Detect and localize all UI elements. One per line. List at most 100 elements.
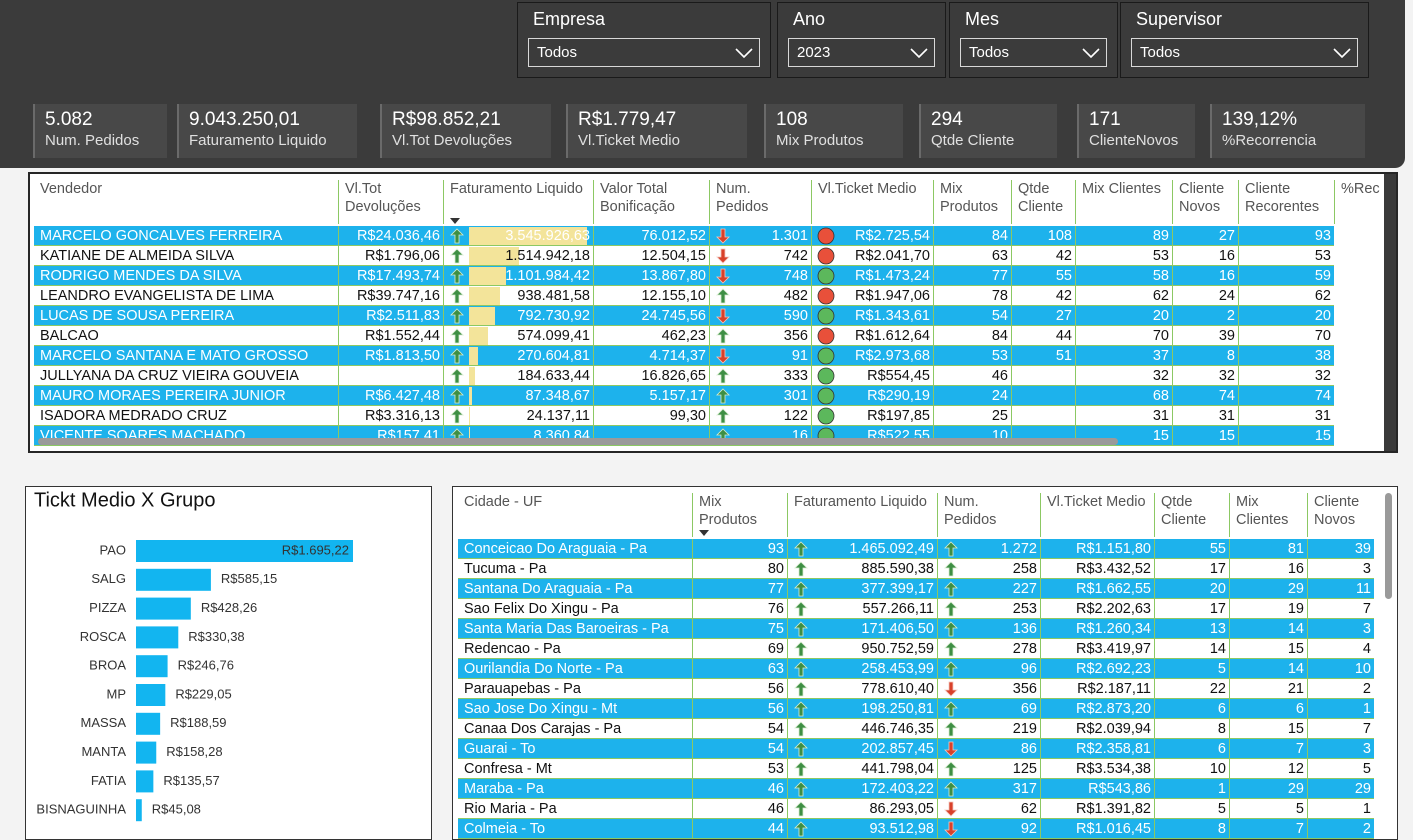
kpi-card: 5.082Num. Pedidos <box>33 104 167 158</box>
cell-border <box>1238 366 1239 386</box>
cell-border <box>811 366 812 386</box>
table-cell: 16.826,65 <box>597 366 706 386</box>
table-cell: 75 <box>696 619 784 639</box>
table-cell: 1.272 <box>963 539 1037 559</box>
table-cell: 3 <box>1311 559 1371 579</box>
cell-border <box>933 226 934 246</box>
table-cell: 8 <box>1158 719 1226 739</box>
arrow-shape <box>795 682 807 696</box>
cell-border <box>937 579 938 599</box>
cell-border <box>1238 426 1239 446</box>
table-cell: 58 <box>1079 266 1169 286</box>
table-cell: 317 <box>963 779 1037 799</box>
cell-border <box>338 386 339 406</box>
table-cell: 356 <box>963 679 1037 699</box>
kpi-card: 171ClienteNovos <box>1077 104 1195 158</box>
arrow-shape <box>451 409 463 423</box>
cell-border <box>1040 759 1041 779</box>
trend-up-icon <box>450 228 464 244</box>
status-circle <box>818 348 834 364</box>
trend-up-icon <box>794 601 808 617</box>
cell-border <box>1040 659 1041 679</box>
filter-value: Todos <box>537 44 577 61</box>
arrow-shape <box>795 742 807 756</box>
table-cell: 1.101.984,42 <box>469 266 590 286</box>
cell-border <box>1011 366 1012 386</box>
trend-up-icon <box>450 308 464 324</box>
arrow-shape <box>945 622 957 636</box>
cell-border <box>443 226 444 246</box>
column-header: Qtde Cliente <box>1011 180 1075 224</box>
table-cell: 10 <box>1311 659 1371 679</box>
arrow-shape <box>945 822 957 836</box>
trend-up-icon <box>944 541 958 557</box>
cell-border <box>1307 659 1308 679</box>
kpi-value: 5.082 <box>45 109 93 131</box>
trend-up-icon <box>794 541 808 557</box>
table-cell: R$24.036,46 <box>342 226 440 246</box>
filter-dropdown[interactable]: Todos <box>1131 38 1358 67</box>
cell-border <box>443 346 444 366</box>
cell-border <box>1172 366 1173 386</box>
status-icon <box>817 347 835 365</box>
kpi-value: 294 <box>931 109 963 131</box>
cell-border <box>1075 386 1076 406</box>
table-cell: 21 <box>1233 679 1304 699</box>
table-cell: R$2.039,94 <box>1044 719 1151 739</box>
trend-up-icon <box>450 348 464 364</box>
cell-border <box>1075 286 1076 306</box>
arrow-shape <box>451 269 463 283</box>
cell-border <box>692 599 693 619</box>
table-cell: 68 <box>1079 386 1169 406</box>
trend-up-icon <box>944 761 958 777</box>
cell-border <box>937 799 938 819</box>
cell-border <box>692 759 693 779</box>
table-cell: 219 <box>963 719 1037 739</box>
column-header: Vl.Tot Devoluções <box>338 180 443 224</box>
filter-dropdown[interactable]: 2023 <box>788 38 935 67</box>
table-cell: R$1.813,50 <box>342 346 440 366</box>
table-cell: 53 <box>696 759 784 779</box>
table-cell: 5 <box>1311 759 1371 779</box>
filter-dropdown[interactable]: Todos <box>528 38 760 67</box>
trend-down-icon <box>716 268 730 284</box>
table-cell: 202.857,45 <box>813 739 934 759</box>
kpi-label: Qtde Cliente <box>931 132 1014 149</box>
column-header: Mix Produtos <box>933 180 1011 224</box>
bar <box>136 569 211 591</box>
bar <box>136 799 142 821</box>
cell-border <box>443 326 444 346</box>
table-cell: R$2.692,23 <box>1044 659 1151 679</box>
table-cell: R$3.432,52 <box>1044 559 1151 579</box>
cell-border <box>1172 246 1173 266</box>
table-cell: 42 <box>1015 246 1072 266</box>
cell-border <box>933 386 934 406</box>
table-cell: 84 <box>937 226 1008 246</box>
table-cell: R$1.796,06 <box>342 246 440 266</box>
cell-border <box>937 699 938 719</box>
arrow-shape <box>717 409 729 423</box>
trend-up-icon <box>716 328 730 344</box>
column-header: Vl.Ticket Medio <box>1040 493 1154 537</box>
arrow-shape <box>795 622 807 636</box>
table-cell: R$6.427,48 <box>342 386 440 406</box>
filter-dropdown[interactable]: Todos <box>960 38 1107 67</box>
table-cell: 53 <box>1242 246 1331 266</box>
table-cell: 22 <box>1158 679 1226 699</box>
table-cell: 86 <box>963 739 1037 759</box>
trend-down-icon <box>716 348 730 364</box>
cell-border <box>709 226 710 246</box>
cell-border <box>1172 346 1173 366</box>
column-header: Num. Pedidos <box>709 180 811 224</box>
value-label: R$330,38 <box>188 629 244 644</box>
cell-border <box>937 679 938 699</box>
h-scrollbar <box>38 438 1118 445</box>
table-cell: 39 <box>1311 539 1371 559</box>
table-cell: R$1.612,64 <box>839 326 930 346</box>
v-scrollbar <box>1385 493 1392 599</box>
cell-border <box>1040 619 1041 639</box>
cell-border <box>1075 366 1076 386</box>
table-cell: 5.157,17 <box>597 386 706 406</box>
arrow-shape <box>795 582 807 596</box>
table-cell: 184.633,44 <box>469 366 590 386</box>
